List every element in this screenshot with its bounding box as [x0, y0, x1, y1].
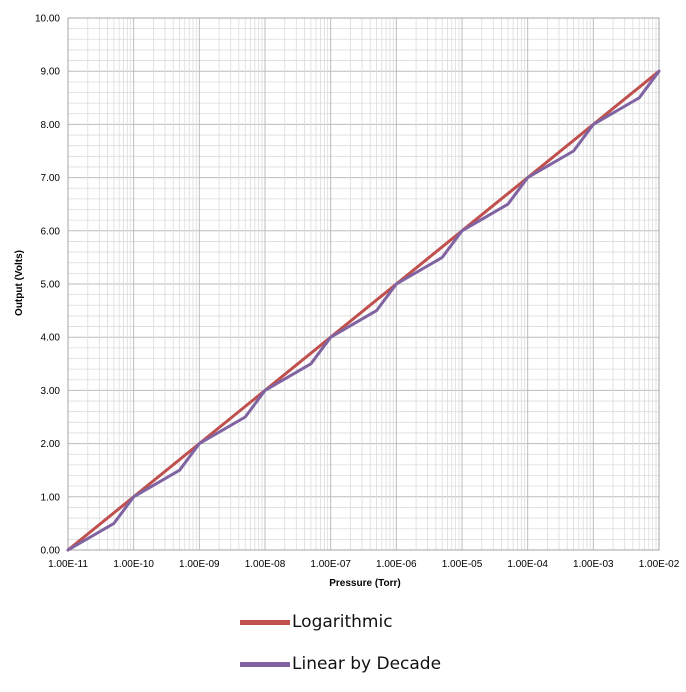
- chart: 0.00 1.00 2.00 3.00 4.00 5.00 6.00 7.00 8.00 9.00…: [14, 14, 680, 590]
- y-tick-label: 0.00: [41, 546, 61, 557]
- y-tick-label: 9.00: [41, 67, 61, 78]
- tick-labels: 0.00 1.00 2.00 3.00 4.00 5.00 6.00 7.00 8.00 9.00…: [35, 14, 680, 571]
- x-axis-title: Pressure (Torr): [329, 578, 401, 589]
- legend-swatch-logarithmic: [240, 619, 290, 625]
- series-line-logarithmic: [66, 69, 661, 552]
- x-tick-label: 1.00E-06: [376, 559, 417, 570]
- x-tick-label: 1.00E-10: [113, 559, 154, 570]
- y-tick-label: 6.00: [41, 226, 61, 237]
- y-tick-label: 5.00: [41, 280, 61, 291]
- legend-item-logarithmic: Logarithmic: [240, 608, 441, 636]
- y-tick-label: 10.00: [35, 14, 60, 25]
- x-tick-label: 1.00E-11: [48, 559, 88, 570]
- y-tick-label: 1.00: [41, 492, 61, 503]
- x-tick-label: 1.00E-05: [442, 559, 483, 570]
- legend-label-linear-by-decade: Linear by Decade: [292, 654, 442, 674]
- legend-item-linear-by-decade: Linear by Decade: [240, 650, 441, 678]
- legend: Logarithmic Linear by Decade: [240, 608, 441, 692]
- plot-area-border: [67, 17, 660, 551]
- y-tick-label: 8.00: [41, 120, 61, 131]
- y-tick-label: 7.00: [41, 173, 61, 184]
- y-tick-label: 4.00: [41, 333, 61, 344]
- x-tick-label: 1.00E-08: [245, 559, 286, 570]
- legend-swatch-linear-by-decade: [240, 661, 290, 667]
- legend-label-logarithmic: Logarithmic: [292, 612, 393, 632]
- x-tick-label: 1.00E-03: [573, 559, 614, 570]
- series-lines: [66, 69, 661, 552]
- y-axis-title: Output (Volts): [14, 250, 25, 316]
- x-tick-label: 1.00E-02: [639, 559, 680, 570]
- x-tick-label: 1.00E-07: [310, 559, 351, 570]
- y-tick-label: 3.00: [41, 386, 61, 397]
- series-line-linear-by-decade: [66, 69, 661, 552]
- x-tick-label: 1.00E-09: [179, 559, 220, 570]
- y-tick-label: 2.00: [41, 439, 61, 450]
- gridlines: [67, 17, 660, 551]
- x-tick-label: 1.00E-04: [507, 559, 548, 570]
